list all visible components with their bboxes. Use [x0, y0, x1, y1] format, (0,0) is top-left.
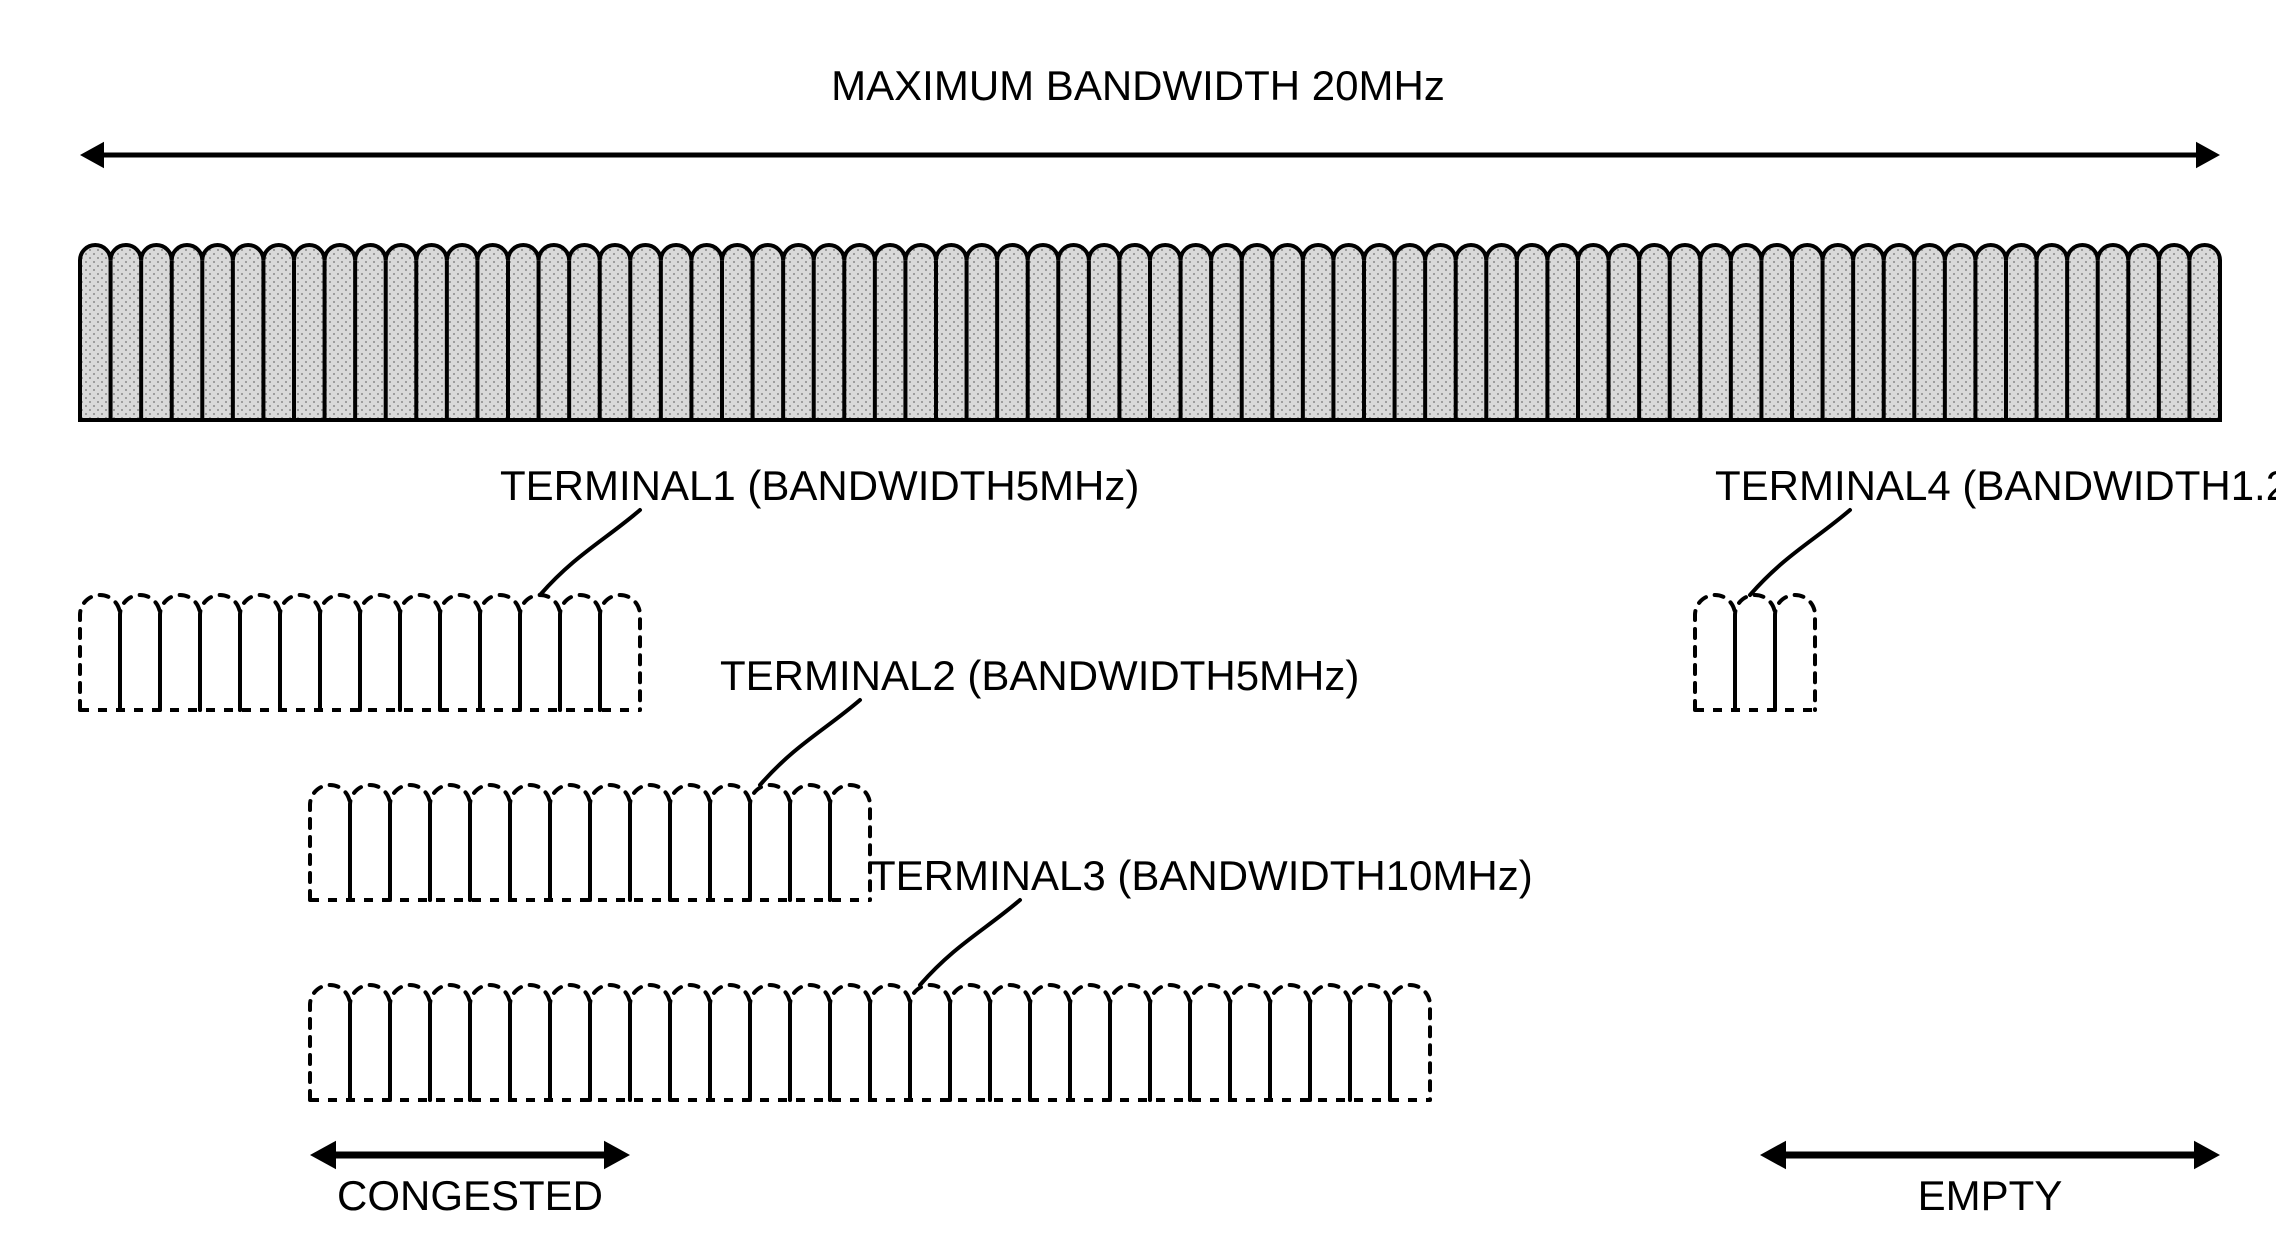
- terminal2-label: TERMINAL2 (BANDWIDTH5MHz): [720, 652, 1359, 699]
- main-bandwidth-arrow: [80, 142, 2220, 168]
- terminal3-label: TERMINAL3 (BANDWIDTH10MHz): [870, 852, 1533, 899]
- terminal4-leader: [1750, 510, 1850, 595]
- terminal4-band: [1695, 595, 1815, 710]
- terminal4-label: TERMINAL4 (BANDWIDTH1.25MHz): [1715, 462, 2276, 509]
- terminal3-leader: [920, 900, 1020, 985]
- terminal3-band: [310, 985, 1430, 1100]
- terminal1-label: TERMINAL1 (BANDWIDTH5MHz): [500, 462, 1139, 509]
- congested-arrow: [310, 1141, 630, 1170]
- terminal1-band: [80, 595, 640, 710]
- terminal2-leader: [760, 700, 860, 785]
- terminal1-leader: [540, 510, 640, 595]
- empty-arrow: [1760, 1141, 2220, 1170]
- terminal2-band: [310, 785, 870, 900]
- congested-label: CONGESTED: [337, 1172, 603, 1219]
- empty-label: EMPTY: [1918, 1172, 2063, 1219]
- title-label: MAXIMUM BANDWIDTH 20MHz: [831, 62, 1445, 109]
- full-bandwidth-band: [80, 245, 2220, 420]
